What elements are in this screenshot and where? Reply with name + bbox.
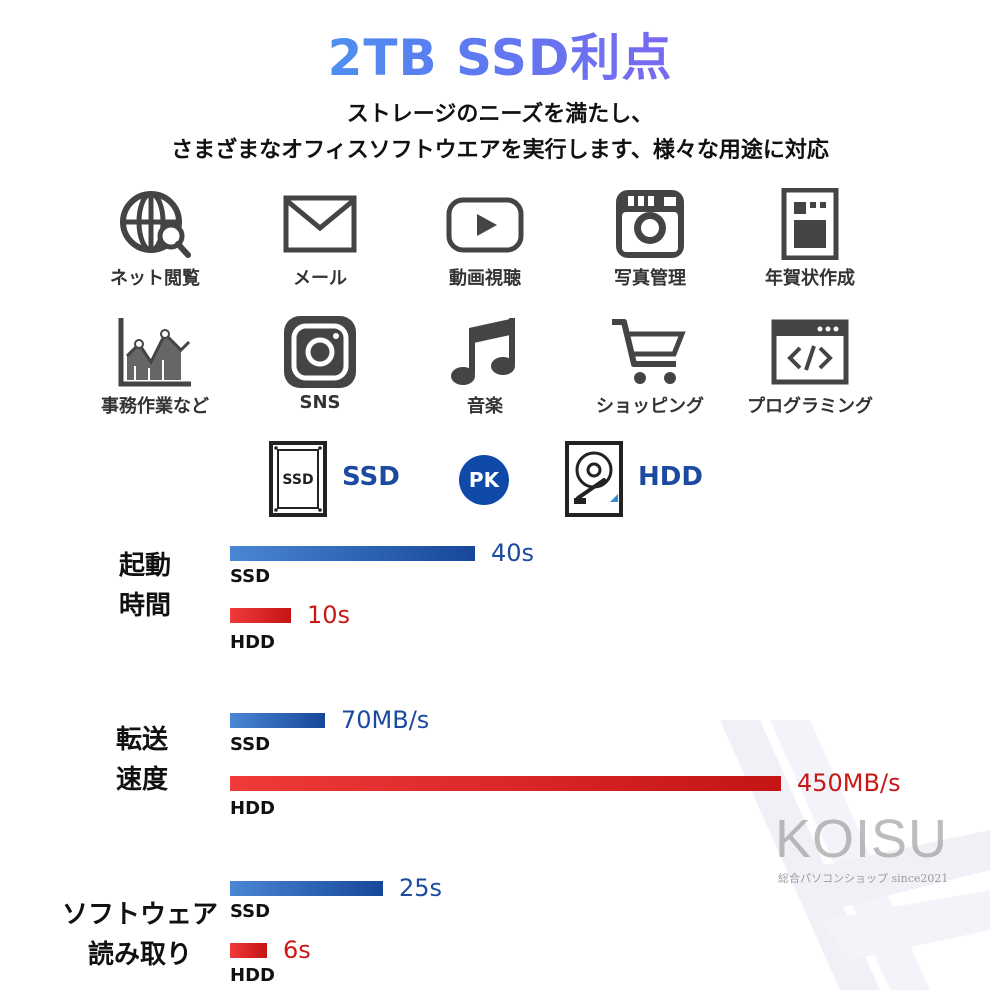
usage-label: プログラミング [747,396,873,417]
bar-kind-hdd-transfer: HDD [230,798,275,819]
group-label-line: ソフトウェア [61,900,218,930]
bar-ssd-boot [230,546,475,561]
bar-hdd-software [230,943,267,958]
subtitle-line-2: さまざまなオフィスソフトウエアを実行します、様々な用途に対応 [171,138,829,163]
usage-item-music: 音楽 [405,316,565,418]
play-icon [446,197,524,253]
group-label-line: 起動 [118,551,171,581]
bar-kind-hdd-boot: HDD [230,632,275,653]
usage-item-programming: プログラミング [730,316,890,418]
ssd-drive-icon: SSD [269,441,327,517]
bar-value-hdd-software: 6s [283,936,311,964]
usage-label: 写真管理 [614,268,686,289]
ssd-heading: SSD [342,462,400,492]
watermark-tagline: 総合パソコンショップ since2021 [778,872,949,885]
bar-hdd-boot [230,608,291,623]
chart-icon [118,318,191,387]
cart-icon [612,319,686,384]
code-window-icon [771,319,849,385]
bar-hdd-transfer [230,776,781,791]
group-label-transfer: 転送 速度 [92,720,192,800]
usage-item-video: 動画視聴 [405,188,565,290]
group-label-line: 時間 [118,591,171,621]
usage-item-mail: メール [240,188,400,290]
bar-kind-hdd-software: HDD [230,965,275,986]
group-label-line: 速度 [115,765,168,795]
bar-value-ssd-boot: 40s [491,539,535,567]
globe-search-icon [120,191,191,258]
bar-ssd-software [230,881,383,896]
usage-item-photo: 写真管理 [570,188,730,290]
usage-label: メール [293,268,347,289]
instagram-icon [284,316,356,388]
usage-item-office: 事務作業など [75,316,235,418]
bar-kind-ssd-boot: SSD [230,566,271,587]
usage-label: 動画視聴 [449,268,521,289]
music-note-icon [451,318,515,385]
watermark-brand: KOISU [775,809,949,869]
usage-item-shopping: ショッピング [570,316,730,418]
usage-item-sns: SNS [240,316,400,413]
usage-label: ネット閲覧 [110,268,200,289]
pk-badge: PK [459,455,509,505]
group-label-line: 読み取り [87,940,192,970]
usage-label: ショッピング [596,396,704,417]
bar-value-ssd-software: 25s [399,874,443,902]
bar-kind-ssd-transfer: SSD [230,734,271,755]
camera-icon [616,190,684,258]
card-icon [781,188,839,260]
hdd-drive-icon [565,441,623,517]
group-label-boot: 起動 時間 [95,546,195,626]
usage-label: 音楽 [467,396,503,417]
hdd-heading: HDD [638,462,703,492]
usage-label: 年賀状作成 [765,268,855,289]
bar-ssd-transfer [230,713,325,728]
page-title: 2TB SSD利点 [0,18,1000,90]
usage-item-browsing: ネット閲覧 [75,188,235,290]
group-label-line: 転送 [115,725,168,755]
usage-label: SNS [299,392,341,413]
group-label-software: ソフトウェア 読み取り [55,895,225,975]
bar-value-ssd-transfer: 70MB/s [341,706,430,734]
mail-icon [283,195,357,253]
subtitle-line-1: ストレージのニーズを満たし、 [346,102,654,127]
usage-label: 事務作業など [101,396,209,417]
bar-value-hdd-boot: 10s [307,601,351,629]
usage-item-card: 年賀状作成 [730,188,890,290]
ssd-icon-text: SSD [282,472,313,488]
bar-kind-ssd-software: SSD [230,901,271,922]
bar-value-hdd-transfer: 450MB/s [797,769,901,797]
